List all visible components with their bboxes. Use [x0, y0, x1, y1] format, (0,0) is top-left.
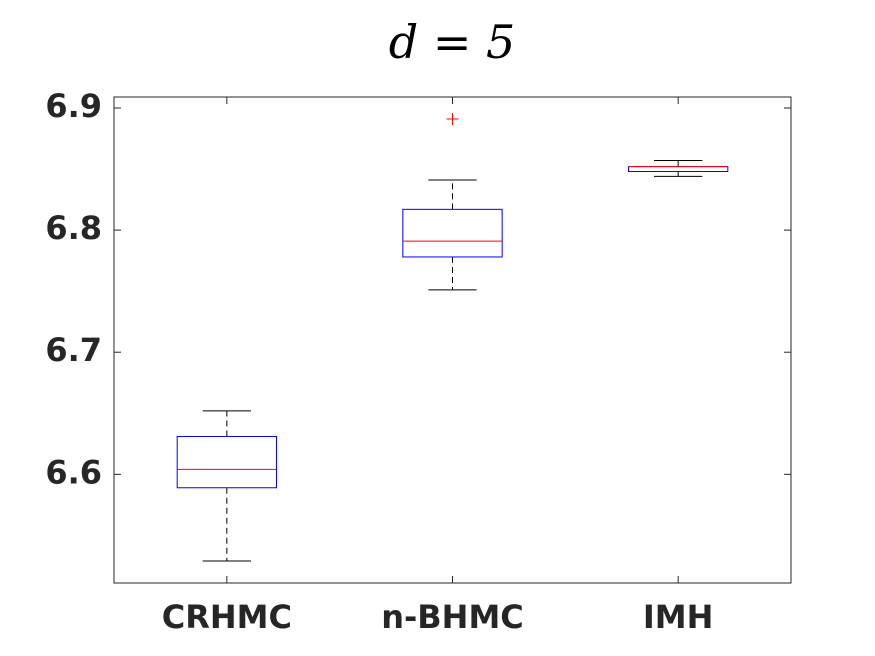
- y-tick-label: 6.6: [45, 453, 102, 491]
- x-tick-label: CRHMC: [162, 598, 292, 636]
- y-tick-label: 6.8: [45, 209, 102, 247]
- x-tick-label: IMH: [643, 598, 714, 636]
- box: [176, 435, 277, 489]
- plot-frame: [113, 96, 792, 584]
- chart-title: d = 5: [389, 15, 516, 69]
- box: [402, 208, 503, 258]
- box: [628, 166, 729, 172]
- x-tick-label: n-BHMC: [381, 598, 524, 636]
- y-tick-label: 6.9: [45, 87, 102, 125]
- outlier: [446, 112, 459, 125]
- y-tick-label: 6.7: [45, 331, 102, 369]
